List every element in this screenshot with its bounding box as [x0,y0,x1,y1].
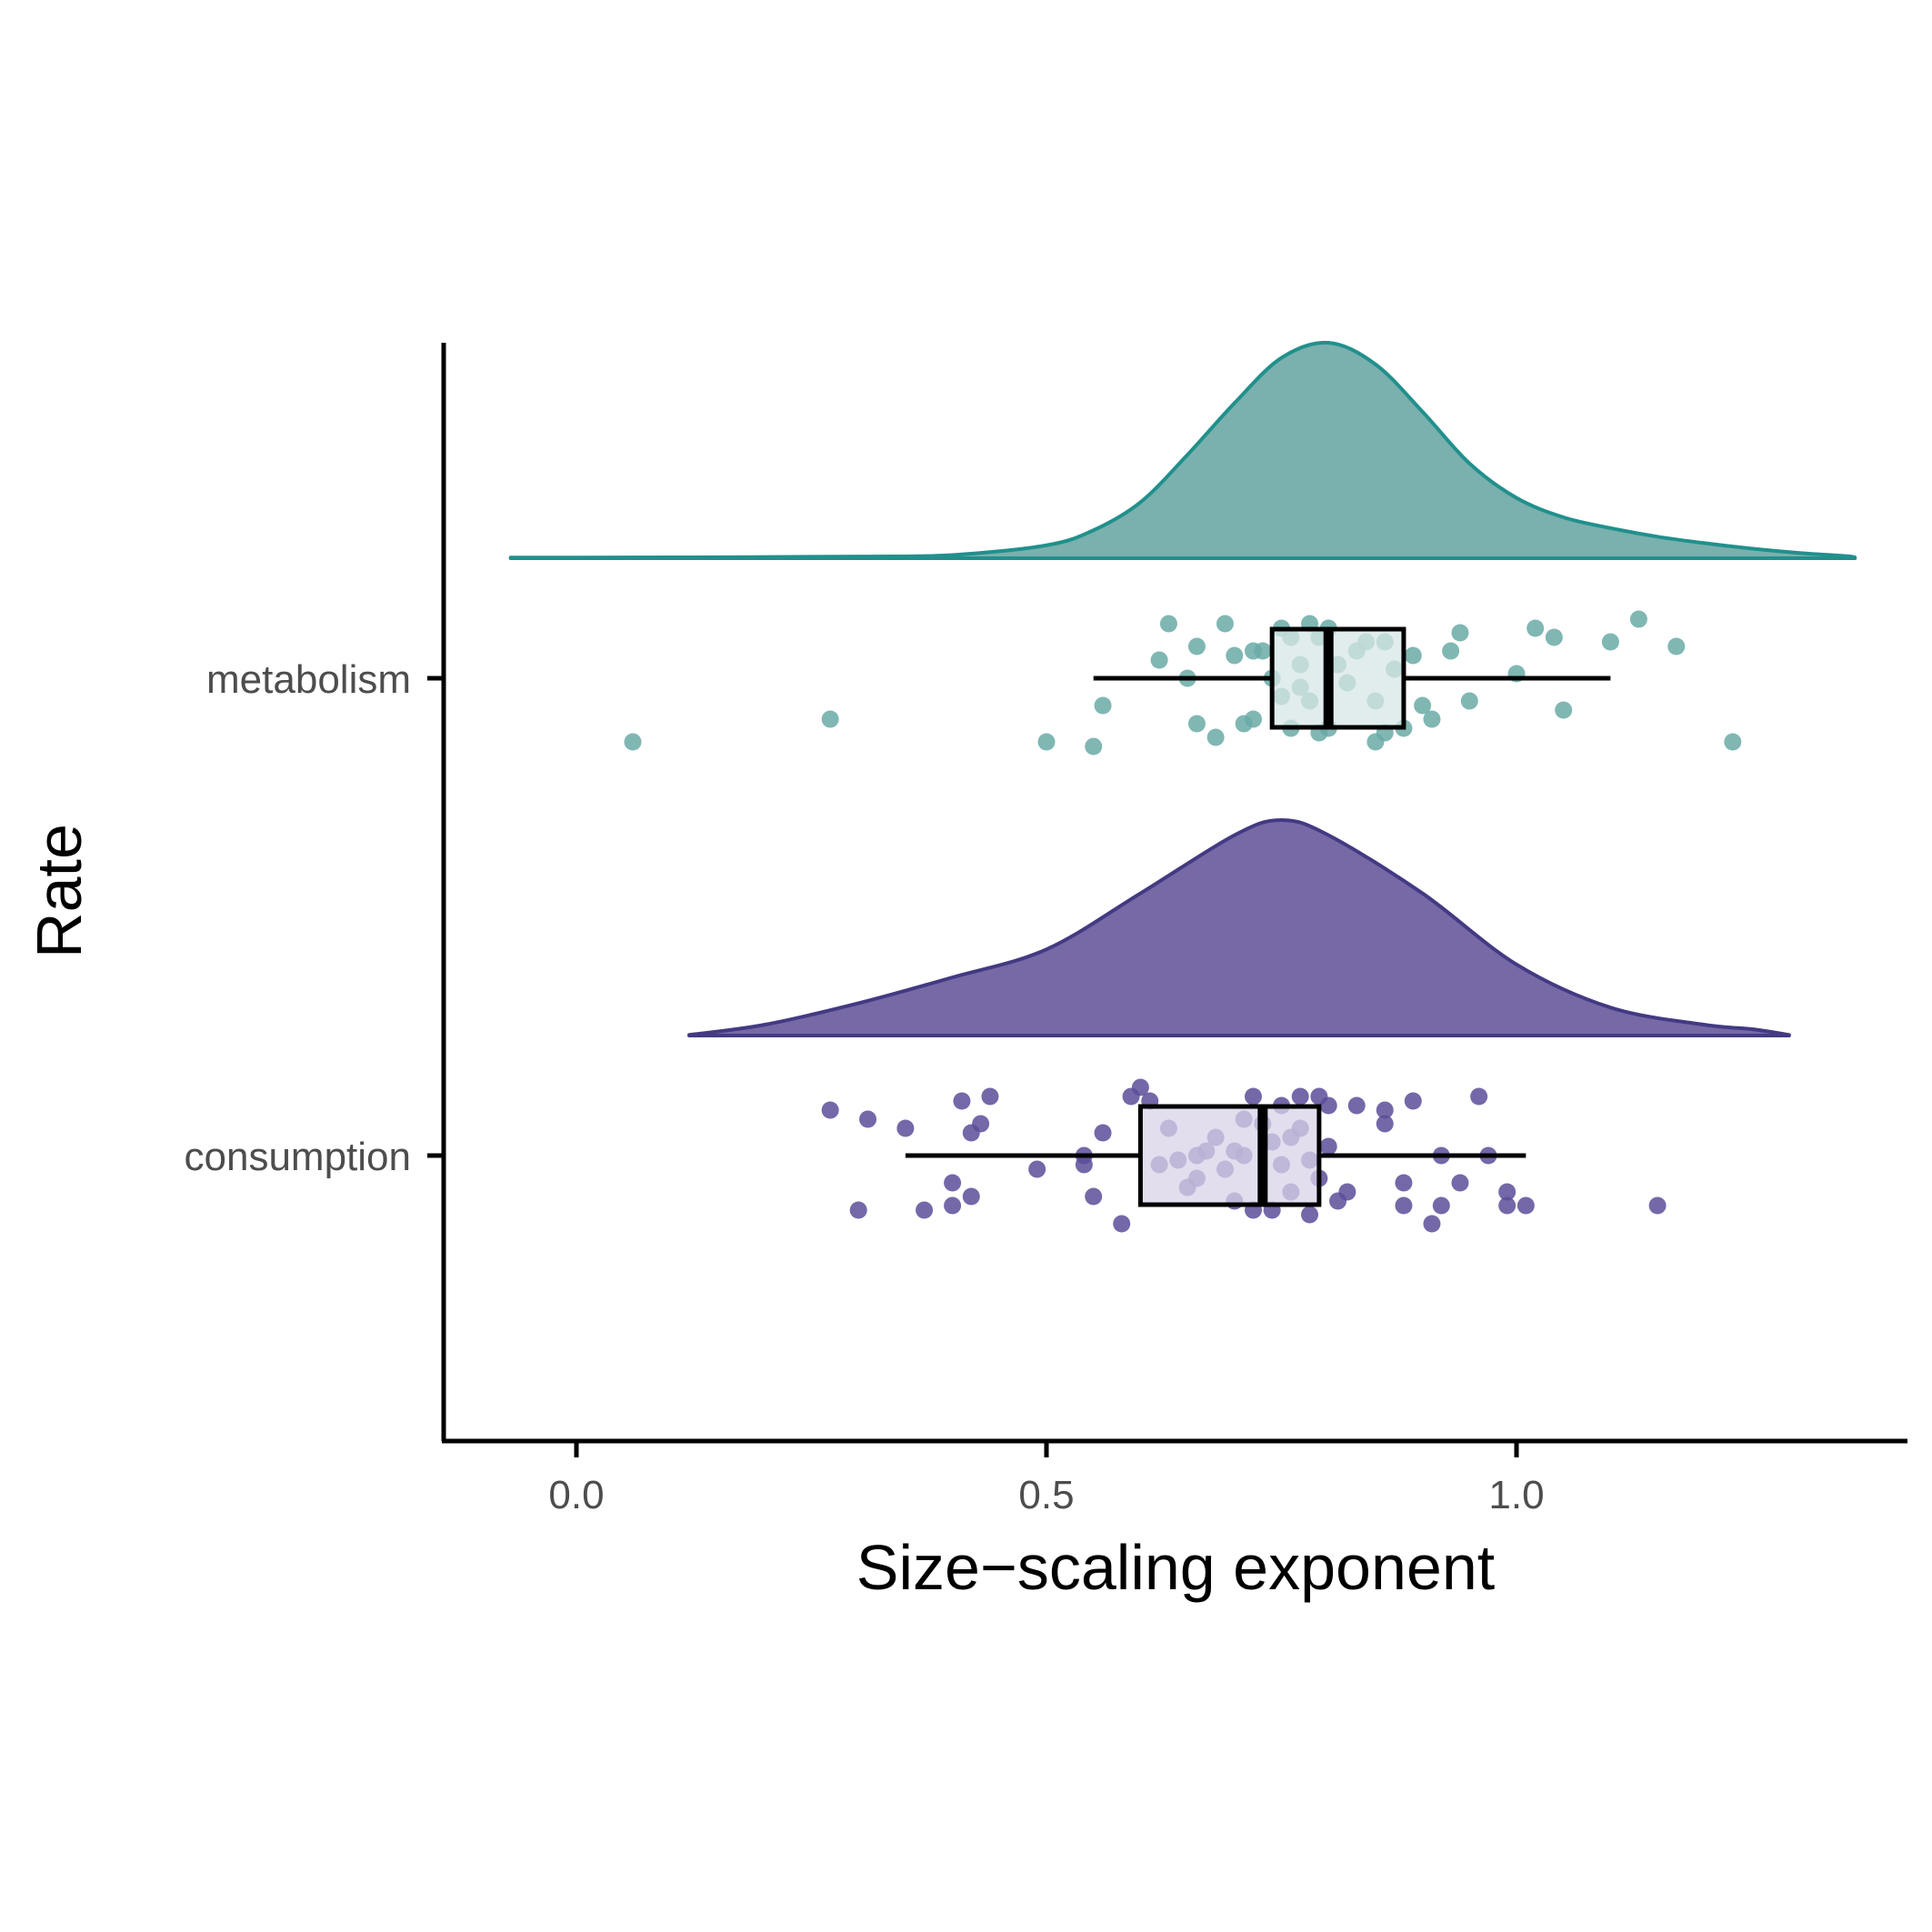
x-axis-title: Size−scaling exponent [856,1532,1495,1603]
data-point [1150,651,1168,669]
box-metabolism [1269,626,1406,730]
data-point [1432,1196,1450,1215]
data-point [1113,1215,1131,1233]
data-point [1601,633,1619,651]
series-metabolism [508,340,1857,756]
data-point [1517,1196,1535,1215]
data-point [1254,642,1272,660]
data-point [1131,1078,1149,1096]
data-point [1648,1196,1667,1215]
data-point [1187,715,1206,733]
data-point [1545,628,1563,646]
data-point [859,1110,877,1128]
data-point [1395,1196,1413,1215]
data-point [1347,1096,1366,1115]
data-point [1244,710,1262,728]
data-point [1423,1215,1441,1233]
data-point [1555,701,1573,719]
data-point [1667,637,1686,656]
density-cloud-consumption [687,818,1791,1037]
data-point [916,1201,934,1219]
data-point [1498,1196,1517,1215]
data-point [1451,624,1469,642]
data-point [1376,1115,1394,1133]
data-point [1094,696,1112,715]
axes: metabolism consumption 0.0 0.5 1.0 [185,657,1545,1517]
data-point [1216,615,1234,633]
data-point [1395,1174,1413,1192]
data-point [896,1119,915,1137]
data-point [1206,728,1225,746]
data-point [953,1092,971,1110]
data-point [1404,1092,1422,1110]
data-point [1085,1187,1103,1206]
y-axis-title: Rate [24,824,95,958]
y-tick-label-metabolism: metabolism [206,657,411,702]
data-point [1085,737,1103,756]
data-point [821,710,839,728]
data-point [1404,646,1422,665]
data-point [1460,692,1478,710]
data-point [981,1087,999,1106]
data-point [962,1187,980,1206]
data-point [849,1201,867,1219]
data-point [1291,1087,1309,1106]
data-point [1629,610,1647,628]
data-point [1319,1096,1337,1115]
data-point [1451,1174,1469,1192]
x-tick-label: 0.0 [548,1473,604,1517]
x-tick-label: 1.0 [1488,1473,1544,1517]
data-point [1414,696,1432,715]
data-point [1442,642,1460,660]
y-tick-label-consumption: consumption [185,1135,411,1179]
data-point [944,1174,962,1192]
data-point [1037,733,1056,751]
data-point [1028,1160,1046,1178]
density-cloud-metabolism [508,340,1857,560]
data-point [821,1101,839,1119]
data-point [624,733,642,751]
data-point [1187,637,1206,656]
data-point [1244,1087,1262,1106]
series-consumption [687,818,1791,1233]
data-point [1094,1124,1112,1142]
data-point [972,1115,990,1133]
box-consumption [1137,1104,1322,1207]
data-point [1470,1087,1488,1106]
data-point [1423,710,1441,728]
data-point [1498,1183,1517,1201]
data-point [1075,1156,1093,1174]
data-point [1319,1137,1337,1156]
data-point [1376,1101,1394,1119]
data-point [1226,646,1244,665]
x-tick-label: 0.5 [1018,1473,1074,1517]
plot-area [508,340,1857,1233]
data-point [1159,615,1177,633]
data-point [1338,1183,1356,1201]
data-point [1724,733,1742,751]
data-point [944,1196,962,1215]
data-point [1527,619,1545,637]
data-point [1301,1206,1319,1224]
